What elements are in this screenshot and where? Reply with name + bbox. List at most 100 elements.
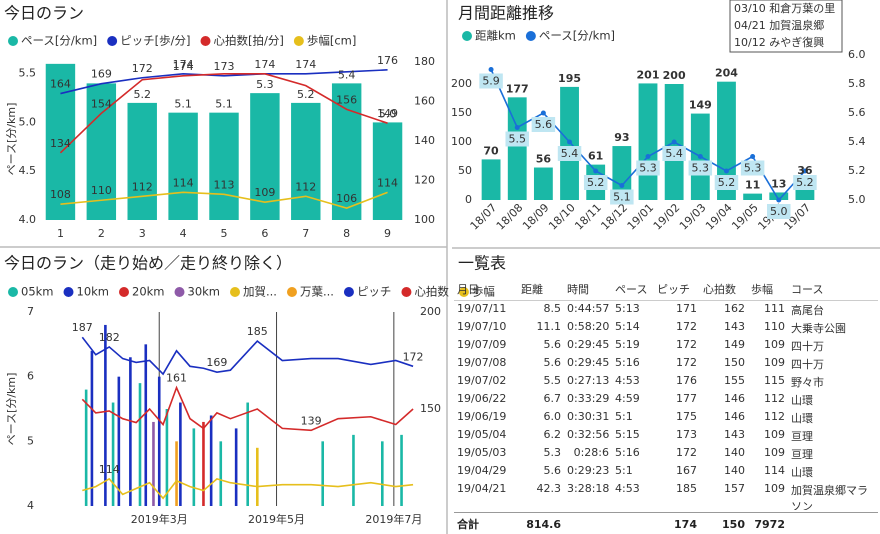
data-label: 5.6 [535, 118, 553, 131]
x-tick-label: 4 [180, 227, 187, 240]
total-cell: 174 [674, 517, 697, 531]
table-cell: 5:14 [615, 320, 640, 333]
table-cell: 5:15 [615, 428, 640, 441]
point [645, 154, 651, 159]
table-cell: 172 [676, 356, 697, 369]
label-box [767, 204, 791, 219]
data-label: 195 [558, 72, 581, 85]
bar [533, 167, 553, 200]
table-cell: 143 [724, 320, 745, 333]
legend-label: ペース[分/km] [21, 34, 97, 48]
x-tick-label: 2 [98, 227, 105, 240]
data-label: 11 [745, 179, 760, 192]
y2-tick-label: 5.6 [848, 106, 866, 119]
data-label: 5.3 [744, 162, 762, 175]
table-cell: 19/04/29 [457, 464, 507, 477]
table-cell: 112 [764, 392, 785, 405]
x-tick-label: 19/05 [729, 201, 761, 233]
annotation-box [729, 0, 843, 53]
point [776, 197, 782, 203]
table-cell: 112 [764, 410, 785, 423]
table-cell: 5:16 [615, 356, 640, 369]
label-box [714, 175, 739, 190]
table-cell: 4:59 [615, 392, 640, 405]
legend-swatch [8, 36, 18, 46]
column-header[interactable]: 月日 [454, 278, 518, 301]
table-cell: 0:44:57 [567, 302, 610, 315]
legend-label: ピッチ[歩/分] [120, 34, 190, 48]
x-tick-label: 18/08 [494, 201, 526, 233]
table-cell: 5.6 [543, 356, 562, 369]
legend-swatch [286, 287, 297, 297]
column-header: コース [788, 278, 878, 301]
data-label: 149 [689, 99, 712, 112]
bar [507, 97, 527, 200]
table-cell: 114 [764, 464, 785, 477]
label-box [662, 146, 686, 161]
table-cell: 19/07/11 [457, 302, 507, 315]
legend-label: 心拍数 [414, 285, 449, 299]
y2-tick-label: 5.4 [848, 135, 866, 148]
table-cell: 109 [764, 428, 785, 441]
y-tick-label: 200 [451, 77, 472, 90]
table-cell: 19/07/09 [457, 338, 507, 351]
table-cell: 6.2 [543, 428, 562, 441]
y-axis-label: ペース[分/km] [5, 373, 18, 446]
data-label: 182 [99, 331, 120, 344]
table-cell: 大乗寺公園 [791, 322, 846, 335]
legend-swatch [401, 287, 412, 297]
data-label: 106 [336, 192, 357, 205]
table-cell: 176 [676, 374, 697, 387]
y-tick-label: 4 [27, 499, 34, 512]
series-line [81, 336, 414, 376]
x-tick-label: 19/02 [651, 201, 683, 233]
data-label: 5.4 [665, 147, 683, 160]
data-label: 109 [254, 186, 275, 199]
table-cell: 19/06/22 [457, 392, 507, 405]
data-label: 201 [637, 68, 660, 81]
table-cell: 0:29:45 [567, 356, 610, 369]
legend-label: ペース[分/km] [539, 29, 615, 43]
y2-tick-label: 5.2 [848, 164, 866, 177]
table-cell: 109 [764, 482, 785, 495]
table-cell: 150 [724, 356, 745, 369]
table-cell: 172 [676, 338, 697, 351]
data-label: 164 [50, 78, 71, 91]
data-label: 5.1 [613, 191, 631, 204]
table-cell: 0:27:13 [567, 374, 610, 387]
point [488, 67, 494, 72]
table-cell: 185 [676, 482, 697, 495]
data-label: 172 [132, 62, 153, 75]
data-label: 5.4 [338, 68, 356, 81]
table-cell: 149 [724, 338, 745, 351]
data-label: 114 [173, 176, 194, 189]
y-tick-label: 5 [27, 434, 34, 447]
x-tick-label: 18/12 [598, 201, 630, 233]
data-label: 5.9 [482, 75, 500, 88]
bar [717, 81, 736, 200]
legend-label: 20km [132, 285, 165, 299]
point [567, 139, 573, 145]
data-label: 174 [295, 58, 316, 71]
table-cell: 162 [724, 302, 745, 315]
legend-swatch [119, 287, 129, 297]
bar [372, 122, 403, 220]
data-label: 114 [377, 176, 398, 189]
data-label: 112 [295, 180, 316, 193]
data-label: 187 [72, 321, 93, 334]
table-cell: 19/04/21 [457, 482, 507, 495]
point [671, 139, 677, 145]
bar [246, 402, 249, 506]
table-cell: 5.5 [543, 374, 562, 387]
x-tick-label: 2019年7月 [365, 512, 422, 526]
data-label: 134 [50, 137, 71, 150]
table-cell: 5.6 [543, 338, 562, 351]
table-cell: 3:28:18 [567, 482, 610, 495]
data-label: 56 [536, 153, 552, 166]
point [723, 168, 729, 174]
series-line [82, 477, 414, 500]
table-cell: 177 [676, 392, 697, 405]
y2-tick-label: 120 [414, 173, 435, 186]
table-cell: 157 [724, 482, 745, 495]
table-cell: 19/07/08 [457, 356, 507, 369]
